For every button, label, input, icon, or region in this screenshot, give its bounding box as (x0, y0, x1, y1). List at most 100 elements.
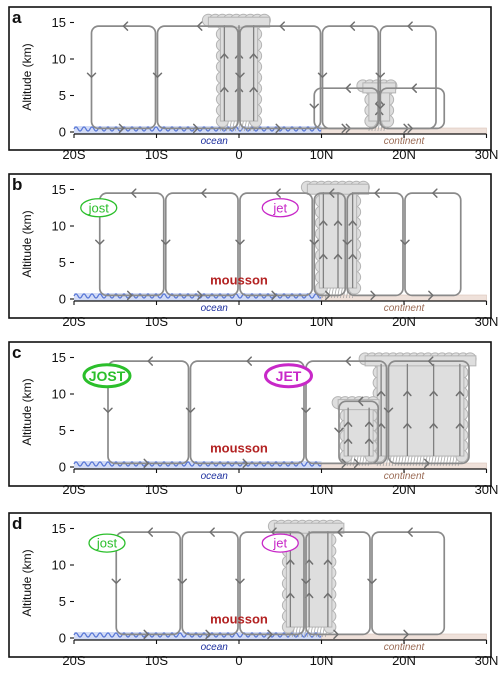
x-tick-label: 20N (392, 653, 416, 668)
continent-label: continent (384, 642, 426, 653)
rain-streak (228, 120, 232, 132)
badge-outline (88, 533, 126, 553)
x-tick-label: 10S (145, 147, 168, 162)
arrow-right (143, 458, 149, 469)
updraft-arrow (343, 438, 353, 444)
jet-badge: jet (261, 198, 299, 218)
x-tick-label: 20S (62, 653, 85, 668)
rain-streak (445, 455, 449, 467)
y-tick-label: 0 (59, 631, 66, 646)
y-tick-label: 15 (52, 521, 66, 536)
panel-label: c (12, 343, 21, 362)
rain-streak (442, 455, 446, 467)
y-tick-label: 10 (52, 387, 66, 402)
circulation-cell (342, 188, 404, 301)
x-tick-label: 0 (235, 482, 242, 497)
badge-label: JOST (89, 368, 126, 384)
rain-streak (406, 455, 410, 467)
arrow-right (118, 123, 125, 134)
ocean-surface (74, 461, 322, 469)
badge-outline (261, 533, 299, 553)
arrow-right (275, 123, 281, 134)
x-tick-label: 30N (475, 314, 498, 329)
circulation-cell (161, 188, 239, 301)
arrow-down (375, 103, 385, 110)
badge-outline (80, 198, 118, 218)
mousson-label: mousson (210, 440, 268, 455)
updraft-arrow (343, 421, 353, 427)
arrow-down (375, 72, 385, 78)
y-axis-label: Altitude (km) (20, 43, 34, 110)
x-tick-label: 30N (475, 653, 498, 668)
updraft-arrow (286, 559, 295, 565)
arrow-left (147, 527, 153, 537)
circulation-cell (309, 83, 380, 134)
updraft-arrow (403, 390, 412, 397)
arrow-down (235, 72, 245, 78)
rain-streak (391, 455, 395, 467)
rain-streak (330, 287, 334, 299)
updraft-arrow (375, 99, 384, 105)
arrow-left (337, 527, 343, 537)
arrow-right (193, 123, 199, 134)
x-tick-label: 0 (235, 147, 242, 162)
arrow-down (334, 427, 344, 434)
jost-badge: JOST (82, 363, 132, 389)
x-tick-label: 20N (392, 482, 416, 497)
rain-streak (436, 455, 440, 467)
arrow-left (246, 356, 252, 366)
updraft-arrow (333, 220, 343, 226)
jost-badge: jost (80, 198, 118, 218)
rain-streak (397, 455, 401, 467)
arrow-right (341, 123, 347, 134)
updraft-arrow (234, 86, 244, 93)
rain-streak (315, 626, 319, 638)
rain-streak (448, 455, 452, 467)
updraft-arrow (319, 253, 328, 260)
updraft-arrow (429, 390, 438, 397)
y-axis-label: Altitude (km) (20, 549, 34, 616)
y-tick-label: 15 (52, 15, 66, 30)
ocean-surface (74, 293, 322, 301)
rain-streak (430, 455, 434, 467)
updraft-arrow (403, 423, 412, 429)
badge-label: jet (272, 536, 287, 551)
continent-surface (321, 294, 487, 302)
ocean-label: ocean (201, 642, 229, 653)
arrow-left (407, 527, 413, 537)
arrow-right (407, 123, 413, 134)
arrow-right (424, 458, 430, 469)
arrow-right (325, 290, 331, 301)
ocean-surface (74, 632, 322, 640)
arrow-left (357, 396, 364, 407)
updraft-arrow (319, 220, 328, 226)
arrow-right (205, 629, 211, 640)
updraft-arrow (348, 220, 357, 226)
updraft-arrow (364, 421, 374, 427)
rain-streak (418, 455, 422, 467)
rain-streak (294, 626, 298, 638)
convective-cloud (267, 519, 345, 638)
convective-cloud (331, 396, 380, 467)
y-axis-label: Altitude (km) (20, 210, 34, 277)
badge-label: jost (88, 200, 110, 215)
updraft-arrow (376, 390, 386, 397)
circulation-cell (367, 527, 446, 640)
circulation-cell (111, 527, 182, 640)
circulation-cell (95, 188, 165, 301)
y-tick-label: 10 (52, 219, 66, 234)
ocean-label: ocean (201, 136, 229, 147)
circulation-cell (334, 396, 380, 469)
circulation-cell (301, 527, 371, 640)
circulation-cell (177, 527, 239, 640)
y-tick-label: 15 (52, 350, 66, 365)
updraft-arrow (348, 253, 357, 260)
arrow-down (161, 239, 171, 245)
y-tick-label: 0 (59, 125, 66, 140)
rain-streak (415, 455, 419, 467)
y-tick-label: 10 (52, 52, 66, 67)
badge-label: JET (276, 368, 302, 384)
arrow-right (197, 290, 203, 301)
figure-layer: a Altitude (km) 15 10 5 0 ocean continent 20S 10S… (8, 6, 498, 668)
